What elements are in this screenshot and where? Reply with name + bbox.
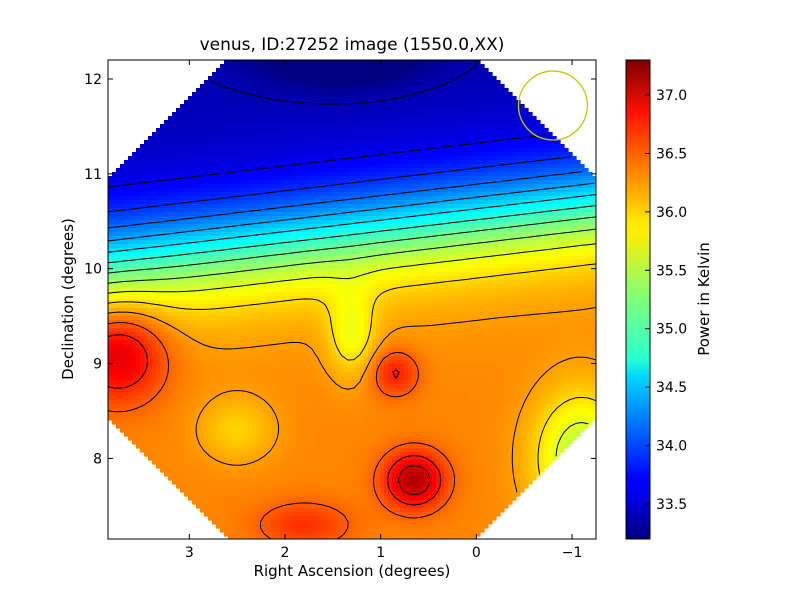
beam-circle [517, 70, 589, 141]
contour-line [108, 182, 595, 242]
y-tick-label: 8 [93, 451, 102, 467]
contour-line [108, 171, 583, 229]
contour-line [108, 334, 442, 506]
colorbar-tick-label: 36.5 [656, 146, 687, 162]
colorbar-tick-label: 34.5 [656, 380, 687, 396]
contour-line [108, 306, 596, 493]
chart-title: venus, ID:27252 image (1550.0,XX) [199, 35, 505, 55]
x-tick-label: 1 [376, 545, 385, 561]
colorbar-tick-label: 33.5 [656, 497, 687, 513]
y-axis: 8 9 10 11 12 [84, 72, 596, 467]
x-tick-label: 3 [185, 545, 194, 561]
y-tick-label: 12 [84, 72, 102, 88]
colorbar-tick-label: 36.0 [656, 205, 687, 221]
colorbar-tick-label: 35.5 [656, 263, 687, 279]
y-tick-label: 10 [84, 262, 102, 278]
x-axis: 3 2 1 0 −1 [185, 60, 583, 561]
colorbar-tick-label: 34.0 [656, 439, 687, 455]
y-tick-label: 9 [93, 357, 102, 373]
colorbar-tick-label: 35.0 [656, 322, 687, 338]
x-tick-label: 0 [472, 545, 481, 561]
contour-line [108, 156, 571, 213]
colorbar-tick-label: 37.0 [656, 88, 687, 104]
contour-line [108, 194, 596, 253]
heatmap-image [108, 60, 596, 539]
x-tick-label: −1 [562, 545, 583, 561]
y-tick-label: 11 [84, 167, 102, 183]
colorbar-axis: 33.5 34.0 34.5 35.0 35.5 36.0 36.5 37.0 [645, 88, 687, 513]
x-tick-label: 2 [281, 545, 290, 561]
contour-line [108, 134, 547, 188]
contour-line [108, 228, 596, 284]
contour-line [108, 243, 596, 457]
plot-frame [107, 59, 597, 540]
contour-line [108, 205, 596, 264]
contour-line [108, 263, 596, 475]
contour-line [209, 65, 477, 105]
colorbar [625, 59, 651, 540]
colorbar-label: Power in Kelvin [695, 242, 713, 356]
contour-line [398, 465, 431, 496]
contour-line [108, 322, 456, 539]
contour-line [108, 216, 596, 274]
y-axis-label: Declination (degrees) [59, 218, 77, 380]
contour-lines [108, 65, 596, 539]
beam-circle-layer [517, 70, 589, 141]
x-axis-label: Right Ascension (degrees) [253, 562, 451, 580]
